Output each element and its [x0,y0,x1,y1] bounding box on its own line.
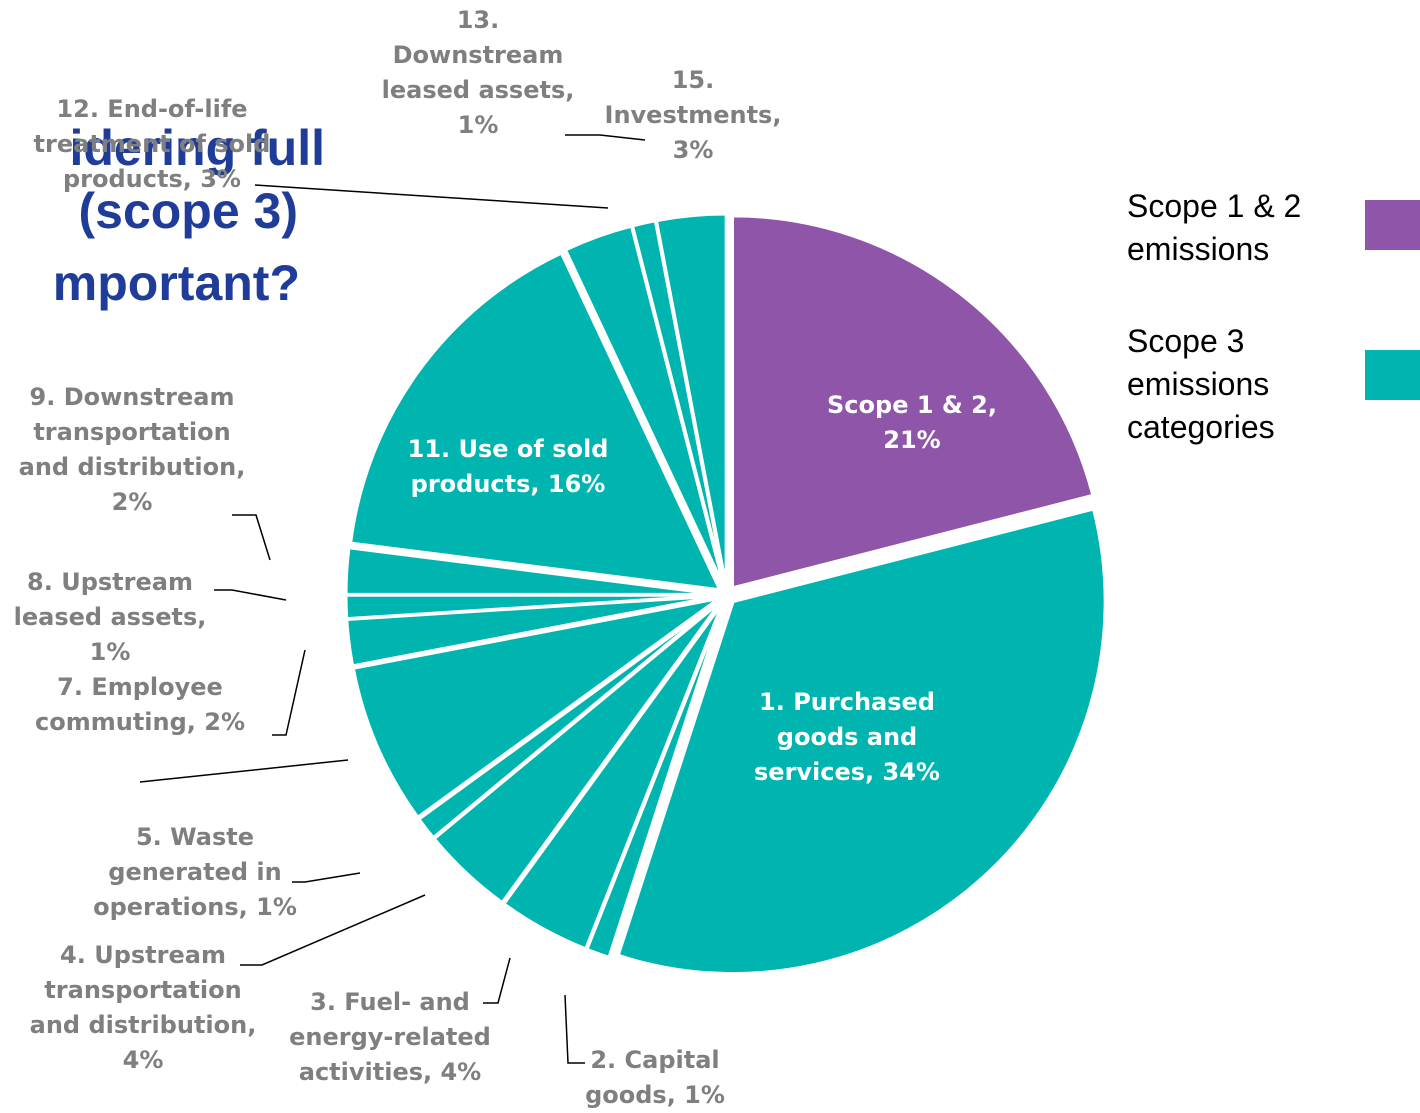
pie-slice [348,251,723,592]
leader-line [565,134,646,141]
data-label: 9. Downstream transportation and distrib… [18,383,246,516]
data-label: 2. Capital goods, 1% [585,1046,725,1109]
data-label: 11. Use of sold products, 16% [407,435,609,498]
pie-slice [616,507,1107,976]
data-label: 4. Upstream transportation and distribut… [29,941,257,1074]
legend-label: Scope 3 emissions categories [1127,323,1275,445]
leader-line [139,759,349,783]
leader-line [254,184,609,209]
pie-slice [416,599,721,840]
legend-label: Scope 1 & 2 emissions [1127,188,1302,267]
leader-line [232,514,271,561]
data-label: 5. Waste generated in operations, 1% [93,823,297,921]
leader-line [240,894,426,966]
data-label: 1. Purchased goods and services, 34% [754,688,940,786]
leader-line [564,994,585,1064]
leader-line [214,589,287,601]
data-label: Scope 1 & 2, 21% [827,391,997,454]
leader-line [292,872,361,883]
data-label: 13. Downstream leased assets, 1% [381,6,575,139]
legend-swatch [1365,200,1420,250]
title-line: mportant? [53,255,300,311]
data-label: 8. Upstream leased assets, 1% [13,568,207,666]
leader-lines [139,134,646,1064]
data-label: 7. Employee commuting, 2% [35,673,245,736]
pie-slice [501,602,725,951]
title-line: idering full [69,120,325,176]
leader-line [483,957,511,1004]
title-line: (scope 3) [78,183,298,239]
pie-slice [351,597,720,820]
data-label: 3. Fuel- and energy-related activities, … [289,988,491,1086]
data-label: 12. End-of-life treatment of sold produc… [33,95,271,193]
pie-slice [654,212,728,587]
pie-slice [344,546,719,596]
leader-line [272,649,306,736]
data-label: 15. Investments, 3% [604,66,782,164]
pie-slice [731,214,1095,590]
legend-swatch [1365,350,1420,400]
